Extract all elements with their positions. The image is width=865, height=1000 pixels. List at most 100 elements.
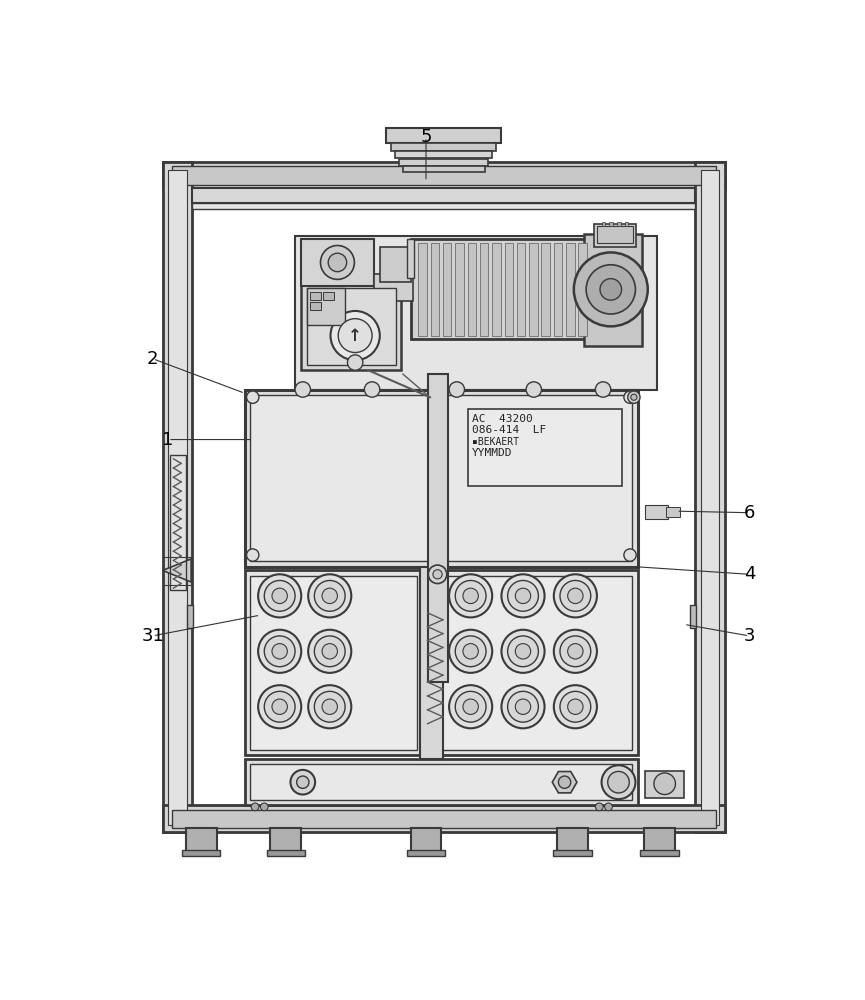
Bar [192,188,695,203]
Bar [172,810,715,828]
Bar [403,166,484,172]
Bar [301,282,401,370]
Bar [311,302,321,310]
Circle shape [631,394,637,400]
Bar [399,158,489,166]
Bar [438,576,632,750]
Bar [666,507,680,517]
Circle shape [265,636,295,667]
Text: AC  43200: AC 43200 [472,414,533,424]
Bar [172,166,715,185]
Circle shape [567,588,583,604]
Bar [245,759,638,805]
Text: 31: 31 [141,627,164,645]
Bar [163,557,191,585]
Circle shape [463,644,478,659]
Bar [597,226,633,243]
Circle shape [308,685,351,728]
Circle shape [554,574,597,617]
Text: YYMMDD: YYMMDD [472,448,513,458]
Bar [594,224,636,247]
Circle shape [272,588,287,604]
Circle shape [308,574,351,617]
Circle shape [314,691,345,722]
Bar [431,243,439,336]
Bar [168,170,187,825]
Bar [601,222,606,226]
Text: 3: 3 [744,627,755,645]
Circle shape [364,382,380,397]
Circle shape [295,382,311,397]
Circle shape [308,630,351,673]
Bar [411,828,441,851]
Bar [386,128,502,143]
Circle shape [554,685,597,728]
Text: ↑: ↑ [349,327,362,345]
Text: 5: 5 [420,128,432,146]
Circle shape [516,699,531,714]
Circle shape [567,644,583,659]
Bar [701,170,720,825]
Circle shape [601,765,636,799]
Bar [301,239,375,286]
Circle shape [516,644,531,659]
Bar [188,605,194,628]
Circle shape [258,630,301,673]
Text: 086-414  LF: 086-414 LF [472,425,547,435]
Circle shape [432,570,442,579]
Circle shape [449,382,465,397]
Circle shape [272,699,287,714]
Polygon shape [163,559,191,582]
Circle shape [586,265,636,314]
Circle shape [328,253,347,272]
Circle shape [265,580,295,611]
Bar [427,374,447,682]
Bar [645,771,684,798]
Bar [295,235,657,389]
Text: 6: 6 [744,504,755,522]
Bar [163,162,725,832]
Bar [411,239,595,339]
Circle shape [502,630,545,673]
Bar [375,274,413,301]
Bar [579,243,587,336]
Circle shape [297,776,309,788]
Bar [245,389,638,567]
Bar [566,243,574,336]
Bar [609,222,613,226]
Bar [407,850,445,856]
Bar [419,243,426,336]
Circle shape [573,252,648,326]
Bar [395,151,492,158]
Bar [323,292,334,300]
Bar [432,570,638,755]
Text: ▪BEKAERT: ▪BEKAERT [472,437,519,447]
Circle shape [502,685,545,728]
Bar [553,850,592,856]
Bar [266,850,305,856]
Polygon shape [552,772,577,793]
Bar [584,234,642,346]
Circle shape [605,803,612,811]
Text: 2: 2 [147,350,158,368]
Bar [192,203,695,209]
Bar [391,143,496,151]
Circle shape [567,699,583,714]
Circle shape [508,691,538,722]
Bar [407,239,414,278]
Circle shape [526,382,541,397]
Bar [163,805,725,832]
Bar [420,567,443,759]
Bar [455,243,464,336]
Circle shape [624,391,636,403]
Circle shape [463,588,478,604]
Bar [271,828,301,851]
Bar [690,605,696,628]
Circle shape [508,580,538,611]
Bar [251,395,632,561]
Circle shape [608,771,629,793]
Circle shape [624,549,636,561]
Circle shape [595,803,603,811]
Circle shape [348,355,362,370]
Circle shape [654,773,676,795]
